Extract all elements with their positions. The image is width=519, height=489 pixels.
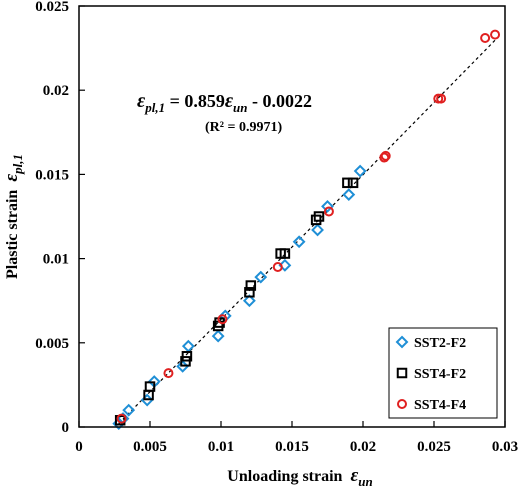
legend-marker — [396, 367, 408, 379]
data-point — [242, 294, 256, 308]
annotation: εpl,1 = 0.859εun - 0.0022(R² = 0.9971) — [137, 90, 312, 135]
legend-marker — [395, 335, 409, 349]
x-tick-label: 0.005 — [133, 439, 167, 455]
y-tick-label: 0 — [62, 420, 70, 436]
data-point — [181, 351, 193, 362]
x-tick-label: 0.01 — [208, 439, 234, 455]
data-point — [342, 188, 356, 202]
data-point — [163, 368, 174, 379]
legend-label: SST4-F4 — [414, 398, 466, 413]
data-point — [379, 152, 390, 163]
data-point — [279, 248, 291, 259]
data-point — [311, 223, 324, 237]
eq-tail: - 0.0022 — [248, 91, 313, 111]
y-tick-label: 0.02 — [43, 83, 69, 99]
eq-lhs-sub: pl,1 — [144, 100, 165, 115]
eq-mid: = 0.859 — [165, 91, 225, 111]
data-point — [292, 235, 306, 249]
data-point — [321, 199, 334, 213]
data-point — [323, 206, 334, 217]
y-axis-title: Plastic strain εpl,1 — [1, 154, 25, 279]
data-point — [342, 177, 353, 189]
data-point — [490, 29, 501, 40]
legend-item: SST2-F2 — [395, 335, 466, 351]
data-point — [245, 280, 257, 291]
data-point — [353, 164, 367, 178]
data-point — [254, 270, 268, 284]
y-tick-label: 0.015 — [35, 167, 69, 183]
x-axis-symbol: ε — [350, 465, 358, 486]
y-axis-subscript: pl,1 — [10, 154, 25, 175]
x-tick-label: 0.025 — [417, 439, 451, 455]
legend-item: SST4-F4 — [397, 398, 466, 413]
data-point — [217, 314, 228, 325]
eq-rhs-symbol: ε — [225, 90, 234, 112]
x-tick-label: 0.015 — [275, 439, 309, 455]
regression-equation: εpl,1 = 0.859εun - 0.0022 — [137, 90, 312, 115]
x-axis-subscript: un — [358, 474, 372, 489]
data-point — [122, 403, 136, 417]
legend-marker — [397, 399, 407, 409]
data-point — [278, 258, 292, 272]
legend-label: SST2-F2 — [414, 336, 466, 351]
data-point — [272, 262, 283, 273]
x-axis-title-text: Unloading strain — [227, 468, 342, 485]
y-axis-title-text: Plastic strain — [4, 190, 21, 279]
data-point — [313, 211, 325, 222]
legend: SST2-F2 SST4-F2 SST4-F4 — [388, 327, 498, 419]
series-SST4-F4 — [116, 29, 501, 424]
y-axis-symbol: ε — [1, 174, 22, 182]
x-tick-label: 0.03 — [492, 439, 518, 455]
data-point — [380, 150, 391, 161]
x-axis-title: Unloading strain εun — [227, 465, 372, 489]
x-tick-label: 0.02 — [350, 439, 376, 455]
series-SST2-F2 — [112, 164, 367, 431]
y-tick-label: 0.025 — [35, 0, 69, 15]
x-tick-label: 0 — [75, 439, 83, 455]
eq-rhs-sub: un — [233, 100, 247, 115]
data-point — [144, 381, 156, 392]
legend-item: SST4-F2 — [396, 367, 466, 382]
data-point — [211, 329, 225, 343]
r-squared: (R² = 0.9971) — [205, 120, 282, 135]
y-tick-label: 0.01 — [43, 252, 69, 268]
legend-label: SST4-F2 — [414, 367, 466, 382]
data-point — [436, 93, 447, 104]
data-point — [244, 287, 255, 298]
plot-area — [112, 29, 501, 431]
y-tick-label: 0.005 — [35, 336, 69, 352]
eq-lhs-symbol: ε — [137, 90, 146, 112]
data-point — [347, 177, 359, 189]
data-point — [116, 413, 127, 424]
series-SST4-F2 — [114, 177, 359, 426]
data-point — [480, 32, 491, 43]
